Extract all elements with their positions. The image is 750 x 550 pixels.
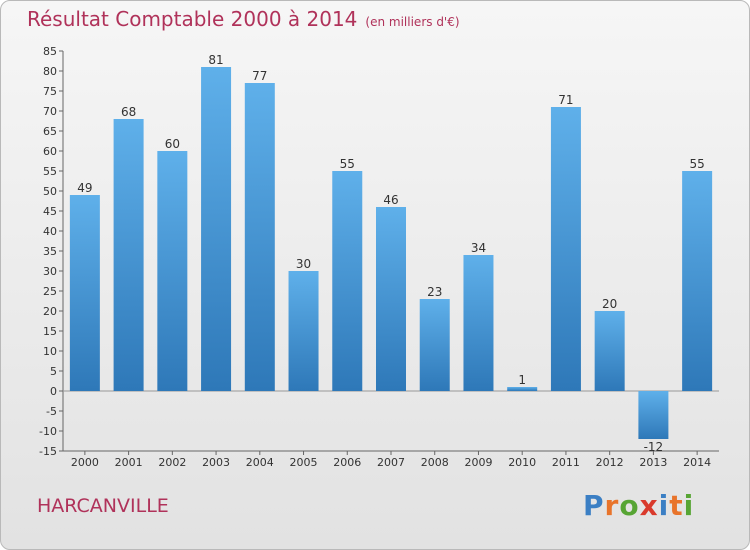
bar-value-label: 77 (252, 69, 267, 83)
y-tick-label: 5 (50, 365, 57, 378)
bar (157, 151, 188, 391)
bar (376, 207, 406, 391)
bar (463, 255, 494, 391)
logo-letter: t (669, 489, 684, 522)
x-tick-label: 2014 (683, 456, 711, 469)
bar (244, 83, 275, 391)
bar (507, 387, 538, 391)
chart-unit: (en milliers d'€) (365, 15, 460, 29)
x-tick-label: 2009 (464, 456, 492, 469)
bar-value-label: 30 (296, 257, 311, 271)
bar-value-label: 81 (208, 53, 223, 67)
bar-value-label: 55 (689, 157, 704, 171)
y-tick-label: 75 (43, 85, 57, 98)
bar-value-label: -12 (644, 440, 664, 454)
bar (682, 171, 713, 391)
x-tick-label: 2001 (115, 456, 143, 469)
bar-value-label: 55 (340, 157, 355, 171)
bar (332, 171, 363, 391)
x-tick-label: 2004 (246, 456, 274, 469)
y-tick-label: 30 (43, 265, 57, 278)
y-tick-label: 55 (43, 165, 57, 178)
x-tick-label: 2000 (71, 456, 99, 469)
commune-name: HARCANVILLE (37, 495, 169, 517)
logo-letter: r (604, 489, 620, 522)
bar-value-label: 71 (558, 93, 573, 107)
bar (288, 271, 319, 391)
y-tick-label: 40 (43, 225, 57, 238)
y-tick-label: 70 (43, 105, 57, 118)
y-tick-label: 80 (43, 65, 57, 78)
bar (550, 107, 581, 391)
bar (201, 67, 232, 391)
chart-title: Résultat Comptable 2000 à 2014 (27, 7, 358, 31)
bar (69, 195, 100, 391)
y-tick-label: 50 (43, 185, 57, 198)
y-tick-label: 45 (43, 205, 57, 218)
bar-value-label: 60 (165, 137, 180, 151)
x-tick-label: 2011 (552, 456, 580, 469)
bar (419, 299, 450, 391)
x-tick-label: 2006 (333, 456, 361, 469)
y-tick-label: 35 (43, 245, 57, 258)
x-tick-label: 2007 (377, 456, 405, 469)
bar (594, 311, 625, 391)
y-tick-label: -10 (39, 425, 57, 438)
y-tick-label: -15 (39, 445, 57, 458)
x-tick-label: 2010 (508, 456, 536, 469)
x-tick-label: 2013 (639, 456, 667, 469)
bar-value-label: 46 (383, 193, 398, 207)
y-tick-label: 60 (43, 145, 57, 158)
bar-labels: 49 68 60 81 77 30 55 46 23 34 1 71 20 -12 55 (77, 53, 705, 454)
y-tick-label: 25 (43, 285, 57, 298)
bars (69, 67, 713, 439)
bar (113, 119, 144, 391)
logo-letter: i (683, 489, 695, 522)
chart-title-block: Résultat Comptable 2000 à 2014 (en millie… (27, 7, 460, 31)
x-tick-label: 2008 (421, 456, 449, 469)
bar-value-label: 49 (77, 181, 92, 195)
logo-letter: P (583, 489, 605, 522)
logo-letter: i (658, 489, 670, 522)
logo-letter: x (639, 489, 659, 522)
bar-value-label: 20 (602, 297, 617, 311)
y-tick-label: 15 (43, 325, 57, 338)
y-tick-label: 10 (43, 345, 57, 358)
bar-value-label: 68 (121, 105, 136, 119)
bar-value-label: 34 (471, 241, 486, 255)
x-tick-label: 2002 (158, 456, 186, 469)
bar (638, 391, 669, 439)
y-tick-label: 85 (43, 45, 57, 58)
y-tick-label: 20 (43, 305, 57, 318)
bar-value-label: 23 (427, 285, 442, 299)
x-tick-label: 2012 (596, 456, 624, 469)
bar-value-label: 1 (518, 373, 526, 387)
y-tick-label: 65 (43, 125, 57, 138)
y-tick-label: 0 (50, 385, 57, 398)
x-tick-label: 2003 (202, 456, 230, 469)
y-tick-label: -5 (46, 405, 57, 418)
proxiti-logo: Proxiti (583, 489, 694, 522)
axes: -15 -10 -5 0 5 10 15 20 25 30 35 40 45 50 55 60 65 70 75 80… (39, 45, 719, 469)
x-tick-label: 2005 (290, 456, 318, 469)
logo-letter: o (619, 489, 640, 522)
